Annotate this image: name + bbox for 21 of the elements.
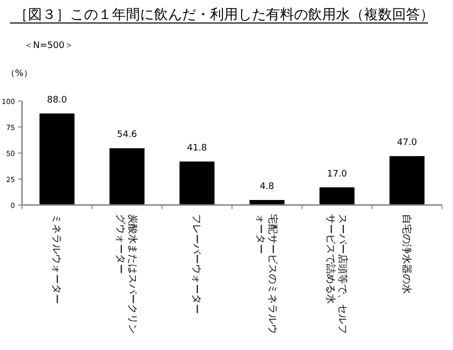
data-label: 17.0 — [326, 169, 348, 180]
bar — [320, 187, 354, 205]
text: ＜N=500＞ — [24, 41, 74, 51]
bar — [390, 156, 424, 205]
chart-title: ［図３］この１年間に飲んだ・利用した有料の飲用水（複数回答） — [14, 7, 434, 23]
data-label: 54.6 — [116, 130, 138, 140]
x-tick-label: スーパー店頭等で、セルフサービスで詰める水 — [324, 214, 348, 334]
bar — [40, 113, 74, 205]
data-label: 88.0 — [46, 95, 68, 106]
data-label: 47.0 — [396, 138, 418, 148]
bar — [180, 162, 214, 205]
bar — [110, 148, 144, 205]
data-label: 41.8 — [186, 144, 208, 154]
y-axis-title: （%） — [6, 69, 33, 79]
x-tick-label: フレーバーウォーター — [190, 214, 202, 314]
x-tick-label: 炭酸水またはスパークリングウォーター — [114, 214, 138, 334]
data-label: 4.8 — [260, 182, 274, 192]
x-tick-label: ミネラルウォーター — [50, 214, 62, 304]
bar — [250, 200, 284, 205]
x-tick-label: 宅配サービスのミネラルウォーター — [254, 214, 278, 334]
x-tick-label: 自宅の浄水器の水 — [400, 214, 412, 294]
